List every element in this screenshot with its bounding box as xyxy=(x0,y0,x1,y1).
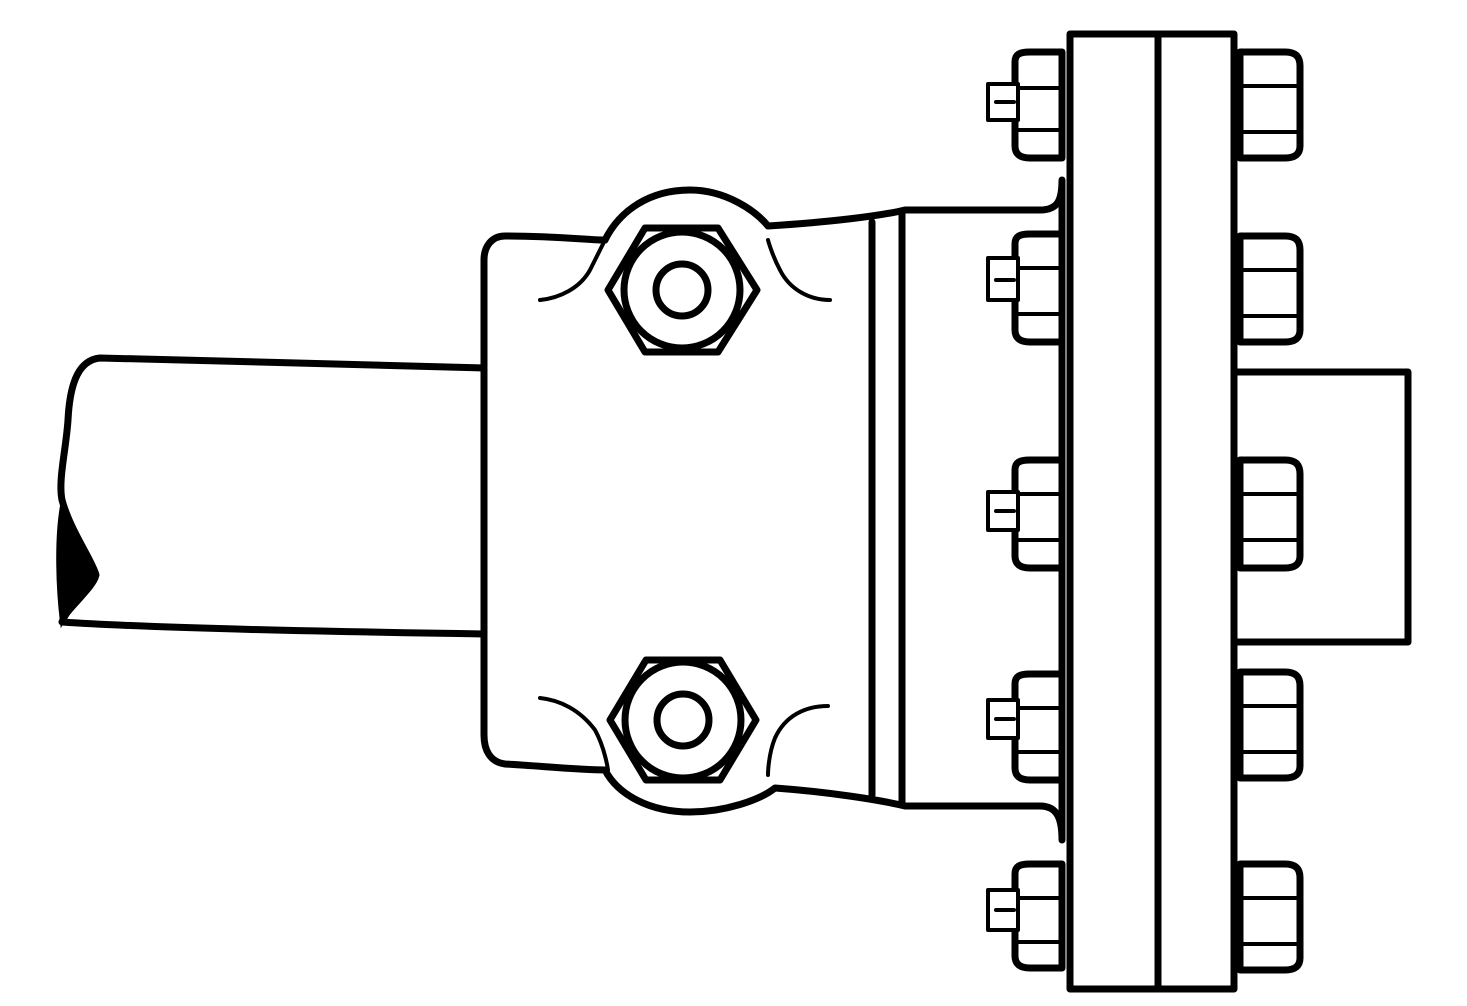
pipe-break-shading xyxy=(56,505,99,629)
outlet-stub xyxy=(1226,368,1412,646)
flange-nut xyxy=(986,48,1066,162)
flange-nut xyxy=(1236,232,1304,346)
flange-nut xyxy=(986,860,1066,972)
clamp-lug-curve xyxy=(538,696,610,772)
flange-nut xyxy=(986,230,1066,346)
flange-nut xyxy=(986,670,1066,784)
flange xyxy=(1066,30,1238,993)
clamp-bolt-bottom xyxy=(606,656,760,784)
clamp-lug-curve xyxy=(538,238,607,302)
clamp-lug-curve xyxy=(766,238,832,302)
clamp-body xyxy=(480,176,1066,844)
flange-nut xyxy=(1236,48,1304,162)
clamp-lug-curve xyxy=(766,704,830,777)
flange-nut xyxy=(986,456,1066,572)
pipe xyxy=(56,354,489,638)
flange-plate-left xyxy=(1066,30,1162,993)
flange-nuts-right xyxy=(1236,48,1304,974)
flange-nuts-left xyxy=(986,48,1066,972)
flange-nut xyxy=(1236,860,1304,974)
flange-nut xyxy=(1236,456,1304,572)
clamp-bolt-top xyxy=(604,224,761,356)
flange-nut xyxy=(1236,668,1304,782)
flange-plate-right xyxy=(1154,30,1238,993)
